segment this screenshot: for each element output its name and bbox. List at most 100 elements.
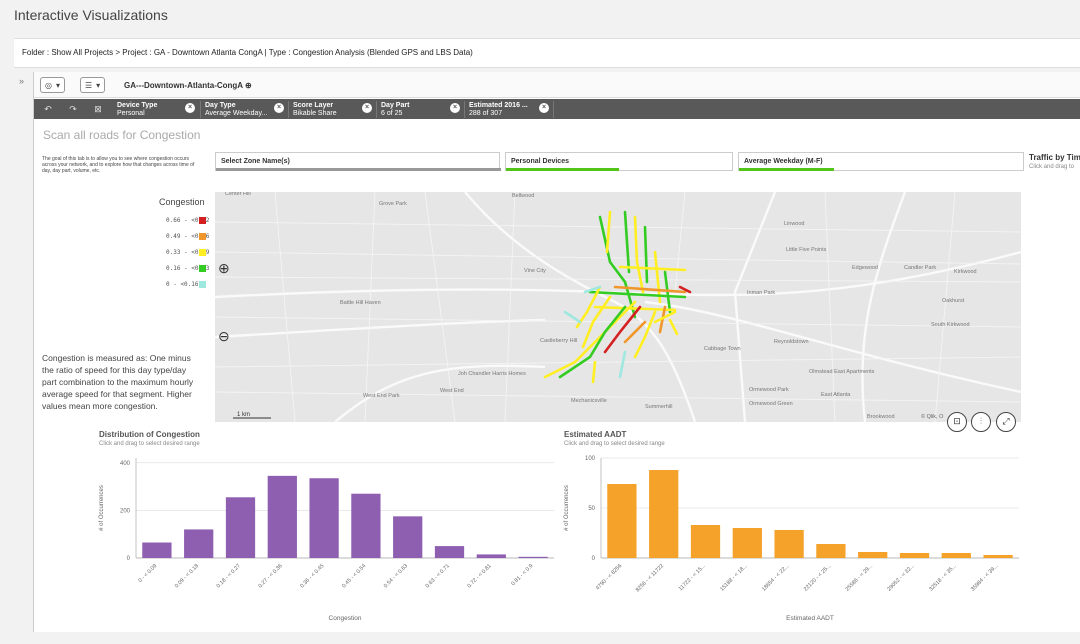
map-place-label: Olmstead East Apartments	[809, 369, 875, 375]
bar[interactable]	[142, 542, 172, 558]
x-tick-label: 22120 - < 25...	[803, 563, 833, 593]
selection-chip-device-type[interactable]: Device Type Personal	[114, 101, 201, 118]
selections-bar: ↶ ↷ ⊠ Device Type Personal × Day Type Av…	[34, 99, 1080, 119]
device-filter[interactable]: Personal Devices	[505, 152, 733, 171]
legend-label: 0.49 - <0.66	[166, 233, 210, 240]
bar[interactable]	[649, 470, 679, 558]
close-icon[interactable]: ×	[185, 103, 195, 113]
congestion-distribution-chart[interactable]: 0 200 400 0 - < 0.09 0.09 - < 0.18 0.18 - < 0…	[94, 448, 559, 626]
map-place-label: West End Park	[363, 393, 400, 399]
y-tick-label: 50	[588, 506, 595, 512]
chart-plot-area: 0 200 400 0 - < 0.09 0.09 - < 0.18 0.18 - < 0…	[99, 458, 554, 622]
map-place-label: Brookwood	[867, 414, 895, 420]
map-place-label: Linwood	[784, 221, 805, 227]
congestion-map[interactable]: Center Hill Grove Park Bellwood Vine Cit…	[215, 192, 1021, 422]
map-place-label: Ormewood Green	[749, 401, 793, 407]
list-menu-button[interactable]: ☰ ▾	[80, 77, 106, 93]
sheet-description: The goal of this tab is to allow you to …	[42, 156, 195, 174]
filter-label: Personal Devices	[511, 158, 569, 165]
bar[interactable]	[476, 554, 506, 558]
map-place-label: Battle Hill Haven	[340, 300, 381, 306]
zoom-in-icon[interactable]: ⊕	[218, 260, 230, 276]
map-place-label: South Kirkwood	[931, 322, 970, 328]
sheet-panel: ◎ ▾ ☰ ▾ GA---Downtown-Atlanta-CongA ⊕ ↶ ↷ …	[33, 72, 1080, 632]
map-place-label: Joh Chandler Harris Homes	[458, 371, 526, 377]
map-place-label: Center Hill	[225, 192, 251, 197]
x-axis-label: Estimated AADT	[786, 615, 834, 622]
zoom-out-icon[interactable]: ⊖	[218, 328, 230, 344]
y-axis-label: # of Occurrences	[564, 485, 570, 531]
chevron-down-icon: ▾	[96, 80, 101, 90]
navigation-menu-button[interactable]: ◎ ▾	[40, 77, 65, 93]
map-place-label: East Atlanta	[821, 392, 851, 398]
bar[interactable]	[816, 544, 846, 558]
legend-title: Congestion	[159, 197, 205, 207]
x-tick-label: 32518 - < 35...	[928, 563, 958, 593]
bar[interactable]	[309, 478, 339, 558]
expand-icon[interactable]: ⤢	[996, 412, 1016, 432]
selection-chip-day-type[interactable]: Day Type Average Weekday...	[202, 101, 289, 118]
bar[interactable]	[983, 555, 1013, 558]
aadt-chart[interactable]: 0 50 100 4790 - < 8256 8256 - < 11722 11722 -…	[559, 448, 1024, 626]
x-tick-label: 0.45 - < 0.54	[341, 563, 367, 589]
bar[interactable]	[690, 525, 721, 558]
map-scale: 1 km	[233, 412, 271, 419]
traffic-by-time-subtitle: Click and drag to	[1029, 164, 1075, 170]
selection-chip-score-layer[interactable]: Score Layer Bikable Share	[290, 101, 377, 118]
zone-name-filter[interactable]: Select Zone Name(s)	[215, 152, 501, 171]
selection-chip-estimated-2016[interactable]: Estimated 2016 ... 288 of 307	[466, 101, 554, 118]
close-icon[interactable]: ×	[539, 103, 549, 113]
x-tick-label: 0.72 - < 0.81	[467, 563, 493, 589]
breadcrumb[interactable]: Folder : Show All Projects > Project : G…	[14, 38, 1080, 68]
x-tick-label: 0.27 - < 0.36	[258, 563, 284, 589]
bar[interactable]	[607, 484, 637, 558]
clear-selections-icon[interactable]: ⊠	[94, 104, 102, 114]
congestion-chart-title: Distribution of Congestion	[99, 430, 200, 439]
close-icon[interactable]: ×	[274, 103, 284, 113]
chip-title: Device Type	[117, 102, 158, 109]
bar[interactable]	[393, 516, 423, 558]
bar[interactable]	[225, 497, 256, 558]
bar[interactable]	[434, 546, 465, 558]
legend-swatch	[199, 281, 206, 288]
chip-value: Bikable Share	[293, 109, 337, 117]
bar[interactable]	[184, 529, 214, 558]
legend-swatch	[199, 233, 206, 240]
map-place-label: Little Five Points	[786, 247, 827, 253]
map-place-label: Cabbage Town	[704, 346, 741, 352]
bar[interactable]	[351, 493, 381, 558]
bar[interactable]	[899, 553, 930, 558]
toolbar: ◎ ▾ ☰ ▾ GA---Downtown-Atlanta-CongA ⊕	[34, 72, 1080, 98]
selection-chip-day-part[interactable]: Day Part 6 of 25	[378, 101, 465, 118]
bar[interactable]	[774, 530, 804, 558]
close-icon[interactable]: ×	[450, 103, 460, 113]
chip-value: 6 of 25	[381, 109, 403, 117]
map-place-label: Mechanicsville	[571, 398, 607, 404]
chip-value: Average Weekday...	[205, 109, 268, 117]
list-icon: ☰	[85, 80, 93, 90]
settings-sliders-icon[interactable]: ⫶	[971, 412, 991, 432]
aadt-chart-subtitle: Click and drag to select desired range	[564, 441, 665, 447]
left-gutter	[14, 72, 32, 632]
bar[interactable]	[941, 553, 971, 558]
map-canvas[interactable]: Center Hill Grove Park Bellwood Vine Cit…	[215, 192, 1021, 422]
close-icon[interactable]: ×	[362, 103, 372, 113]
filter-label: Average Weekday (M-F)	[744, 158, 823, 165]
bar[interactable]	[518, 556, 548, 558]
x-tick-label: 0.09 - < 0.18	[174, 563, 200, 589]
congestion-road-segments	[543, 210, 692, 384]
legend-swatch	[199, 265, 206, 272]
bar[interactable]	[858, 552, 888, 558]
app-title: Interactive Visualizations	[14, 7, 168, 23]
snapshot-icon[interactable]: ⊡	[947, 412, 967, 432]
map-streets	[215, 192, 1021, 422]
selection-back-icon[interactable]: ↶	[44, 104, 52, 114]
map-attribution: © Qlik, O	[921, 413, 944, 420]
selection-forward-icon[interactable]: ↷	[69, 104, 77, 114]
day-type-filter[interactable]: Average Weekday (M-F)	[738, 152, 1024, 171]
expand-panel-icon[interactable]: »	[19, 76, 25, 86]
bar[interactable]	[267, 475, 297, 558]
compass-icon: ◎	[45, 80, 52, 90]
bar[interactable]	[732, 528, 762, 558]
y-axis-label: # of Occurrences	[99, 485, 105, 531]
